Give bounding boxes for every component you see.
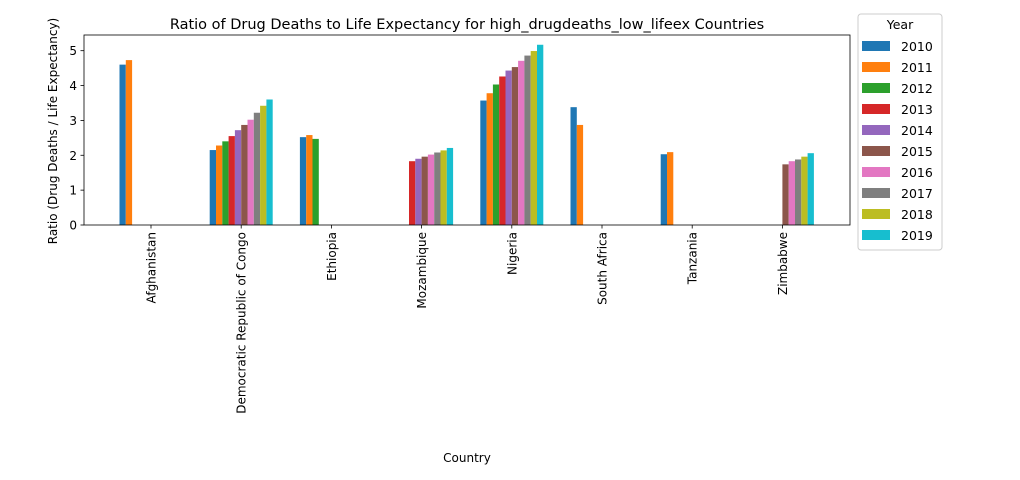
x-tick-label: Afghanistan xyxy=(145,232,159,303)
bar-2016-zimbabwe xyxy=(788,161,795,225)
x-tick-label: South Africa xyxy=(596,232,610,305)
legend-swatch-2019 xyxy=(862,230,890,240)
bar-2010-afghanistan xyxy=(119,64,126,225)
legend-swatch-2016 xyxy=(862,167,890,177)
bar-2016-mozambique xyxy=(427,154,435,225)
legend-label-2010: 2010 xyxy=(901,39,933,54)
bar-2019-democratic-republic-of-congo xyxy=(266,99,273,225)
legend: Year 2010 2011 2012 2013 2014 2015 2016 2017 2018… xyxy=(857,13,943,251)
x-tick-label: Democratic Republic of Congo xyxy=(235,232,249,414)
y-axis-title: Ratio (Drug Deaths / Life Expectancy) xyxy=(46,18,60,245)
chart-title: Ratio of Drug Deaths to Life Expectancy … xyxy=(170,17,764,33)
legend-swatch-2011 xyxy=(862,62,890,72)
bar-2018-democratic-republic-of-congo xyxy=(260,105,267,225)
legend-label-2017: 2017 xyxy=(901,186,933,201)
x-tick-label: Mozambique xyxy=(415,232,429,309)
y-tick-label: 0 xyxy=(69,219,77,233)
bar-2015-nigeria xyxy=(511,67,519,225)
legend-label-2019: 2019 xyxy=(901,228,933,243)
legend-title: Year xyxy=(886,17,914,32)
bars-layer xyxy=(119,44,814,226)
bar-2017-democratic-republic-of-congo xyxy=(253,112,261,225)
plot-frame xyxy=(83,34,851,226)
bar-2012-ethiopia xyxy=(312,138,319,225)
bar-2015-mozambique xyxy=(421,156,428,225)
bar-2012-democratic-republic-of-congo xyxy=(222,141,229,225)
legend-swatch-2010 xyxy=(862,41,890,51)
legend-label-2018: 2018 xyxy=(901,207,933,222)
y-tick-label: 2 xyxy=(69,149,77,163)
bar-2011-ethiopia xyxy=(306,135,313,225)
bar-2016-democratic-republic-of-congo xyxy=(247,119,254,225)
bar-2019-nigeria xyxy=(537,44,544,226)
bar-2018-mozambique xyxy=(440,150,447,225)
x-tick-label: Ethiopia xyxy=(325,232,339,281)
bar-2017-zimbabwe xyxy=(795,159,802,225)
bar-2017-mozambique xyxy=(434,152,441,225)
y-tick-label: 5 xyxy=(69,44,77,58)
legend-label-2016: 2016 xyxy=(901,165,933,180)
bar-2010-democratic-republic-of-congo xyxy=(209,150,216,225)
bar-2011-nigeria xyxy=(486,93,493,225)
bar-2014-mozambique xyxy=(415,158,422,225)
y-tick-label: 4 xyxy=(69,79,77,93)
bar-2015-zimbabwe xyxy=(782,164,789,225)
bar-2016-nigeria xyxy=(518,60,525,225)
legend-swatch-2017 xyxy=(862,188,890,198)
bar-2013-democratic-republic-of-congo xyxy=(228,136,235,225)
legend-swatch-2014 xyxy=(862,125,890,135)
bar-2019-mozambique xyxy=(446,147,454,225)
bar-2015-democratic-republic-of-congo xyxy=(241,124,248,225)
x-tick-label: Zimbabwe xyxy=(776,232,790,295)
bar-2010-nigeria xyxy=(480,100,487,225)
bar-2010-tanzania xyxy=(660,154,667,225)
bar-2011-afghanistan xyxy=(125,60,133,225)
bar-2014-democratic-republic-of-congo xyxy=(234,130,242,225)
legend-swatch-2013 xyxy=(862,104,890,114)
bar-2014-nigeria xyxy=(505,70,512,225)
legend-swatch-2015 xyxy=(862,146,890,156)
legend-label-2012: 2012 xyxy=(901,81,933,96)
axes-layer: 0 1 2 3 4 5 Afghanistan Democratic Republic of … xyxy=(69,34,851,414)
y-tick-label: 1 xyxy=(69,184,77,198)
bar-2013-nigeria xyxy=(499,76,506,226)
bar-2019-zimbabwe xyxy=(807,153,814,225)
y-tick-label: 3 xyxy=(69,114,77,128)
legend-label-2015: 2015 xyxy=(901,144,933,159)
bar-2013-mozambique xyxy=(409,161,416,225)
bar-2018-nigeria xyxy=(530,51,537,225)
x-tick-label: Tanzania xyxy=(686,232,700,285)
bar-2011-democratic-republic-of-congo xyxy=(216,145,223,225)
legend-label-2011: 2011 xyxy=(901,60,933,75)
bar-2010-ethiopia xyxy=(299,137,307,225)
bar-2010-south-africa xyxy=(570,107,577,225)
bar-2011-south-africa xyxy=(576,124,584,225)
legend-swatch-2012 xyxy=(862,83,890,93)
bar-2012-nigeria xyxy=(492,84,500,225)
x-tick-label: Nigeria xyxy=(505,232,519,275)
bar-2017-nigeria xyxy=(524,55,531,225)
legend-swatch-2018 xyxy=(862,209,890,219)
x-axis-title: Country xyxy=(443,451,491,465)
legend-label-2013: 2013 xyxy=(901,102,933,117)
bar-2018-zimbabwe xyxy=(801,156,808,225)
bar-2011-tanzania xyxy=(667,152,674,225)
legend-label-2014: 2014 xyxy=(901,123,933,138)
